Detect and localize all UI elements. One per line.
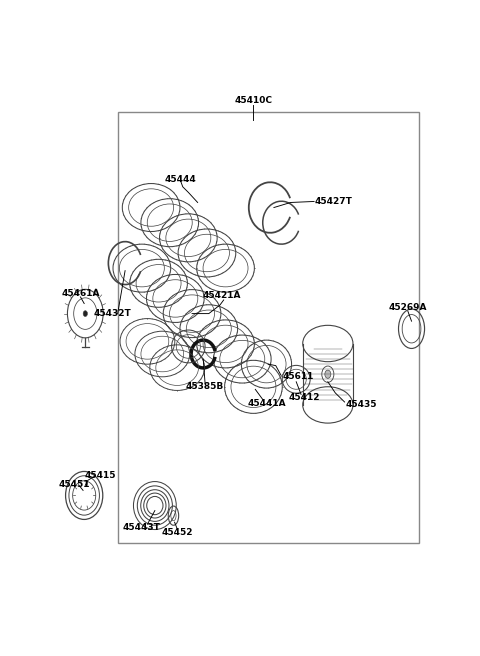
Text: 45451: 45451 xyxy=(59,480,90,489)
FancyBboxPatch shape xyxy=(118,112,419,543)
Text: 45412: 45412 xyxy=(289,394,321,402)
Text: 45452: 45452 xyxy=(161,528,193,537)
Text: 45443T: 45443T xyxy=(122,523,160,532)
Text: 45269A: 45269A xyxy=(389,302,427,312)
Text: 45385B: 45385B xyxy=(186,382,224,392)
Text: 45432T: 45432T xyxy=(93,309,131,318)
Circle shape xyxy=(325,370,331,379)
Text: 45444: 45444 xyxy=(165,175,197,184)
Text: 45410C: 45410C xyxy=(234,96,273,105)
Text: 45427T: 45427T xyxy=(315,197,353,206)
Text: 45441A: 45441A xyxy=(247,398,286,407)
Text: 45435: 45435 xyxy=(346,400,377,409)
Text: 45415: 45415 xyxy=(84,471,116,480)
Circle shape xyxy=(83,311,87,316)
Text: 45461A: 45461A xyxy=(61,289,100,298)
Text: 45421A: 45421A xyxy=(203,291,241,300)
Text: 45611: 45611 xyxy=(282,372,313,381)
